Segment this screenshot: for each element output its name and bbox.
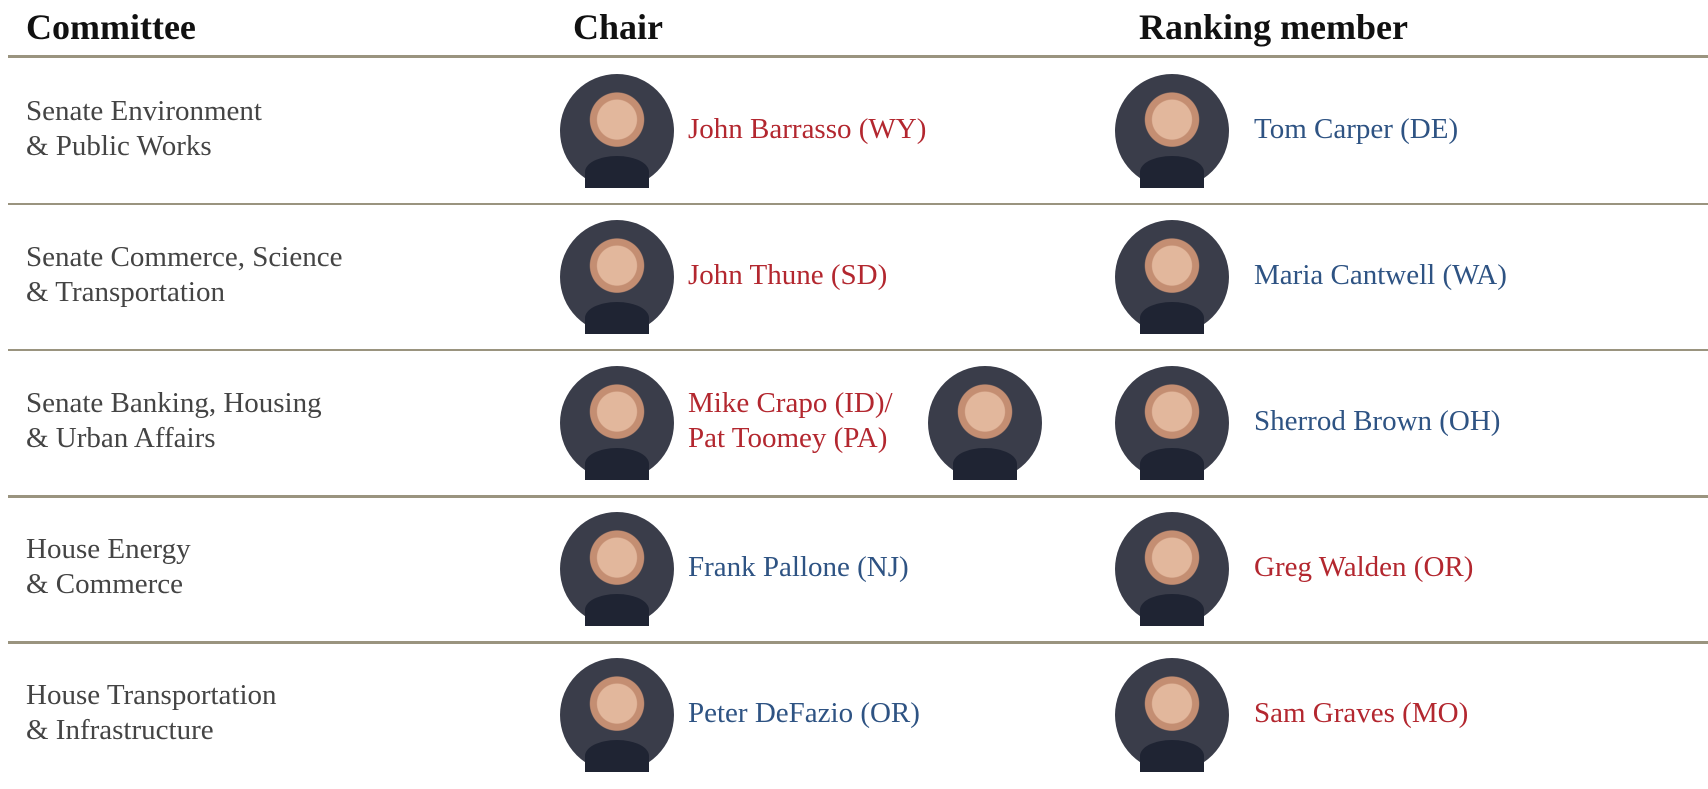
- member-name: Frank Pallone (NJ): [688, 550, 909, 583]
- member-name: Tom Carper (DE): [1254, 112, 1459, 145]
- member-name: Mike Crapo (ID)/: [688, 387, 893, 419]
- committee-name: House Transportation: [26, 679, 277, 711]
- row-rule: [8, 203, 1708, 205]
- committee-name: Senate Banking, Housing: [26, 387, 322, 419]
- portrait: [560, 220, 674, 334]
- portrait: [560, 512, 674, 626]
- committee-name: Senate Commerce, Science: [26, 241, 343, 273]
- member-name: John Barrasso (WY): [688, 112, 927, 145]
- member-name: Peter DeFazio (OR): [688, 696, 920, 729]
- committee-name: & Commerce: [26, 568, 184, 600]
- portrait: [1115, 658, 1229, 772]
- row-rule: [8, 349, 1708, 351]
- committee-name: & Transportation: [26, 276, 225, 308]
- portrait: [1115, 366, 1229, 480]
- portrait: [1115, 512, 1229, 626]
- portrait: [560, 658, 674, 772]
- column-header: Committee: [26, 7, 196, 47]
- member-name: Sam Graves (MO): [1254, 696, 1469, 729]
- portrait: [560, 74, 674, 188]
- member-name: Greg Walden (OR): [1254, 550, 1474, 583]
- committee-name: & Infrastructure: [26, 714, 214, 746]
- portrait: [1115, 74, 1229, 188]
- member-name: John Thune (SD): [688, 258, 888, 291]
- row-rule: [8, 495, 1708, 498]
- column-header: Chair: [573, 7, 663, 47]
- member-name: Maria Cantwell (WA): [1254, 258, 1507, 291]
- committee-name: & Public Works: [26, 130, 212, 162]
- portrait: [560, 366, 674, 480]
- portrait: [928, 366, 1042, 480]
- column-header: Ranking member: [1139, 7, 1408, 47]
- committee-name: House Energy: [26, 533, 191, 565]
- committee-name: & Urban Affairs: [26, 422, 216, 454]
- row-rule: [8, 641, 1708, 644]
- committee-name: Senate Environment: [26, 95, 262, 127]
- member-name: Sherrod Brown (OH): [1254, 404, 1501, 437]
- portrait: [1115, 220, 1229, 334]
- header-rule: [8, 55, 1708, 58]
- member-name: Pat Toomey (PA): [688, 422, 888, 454]
